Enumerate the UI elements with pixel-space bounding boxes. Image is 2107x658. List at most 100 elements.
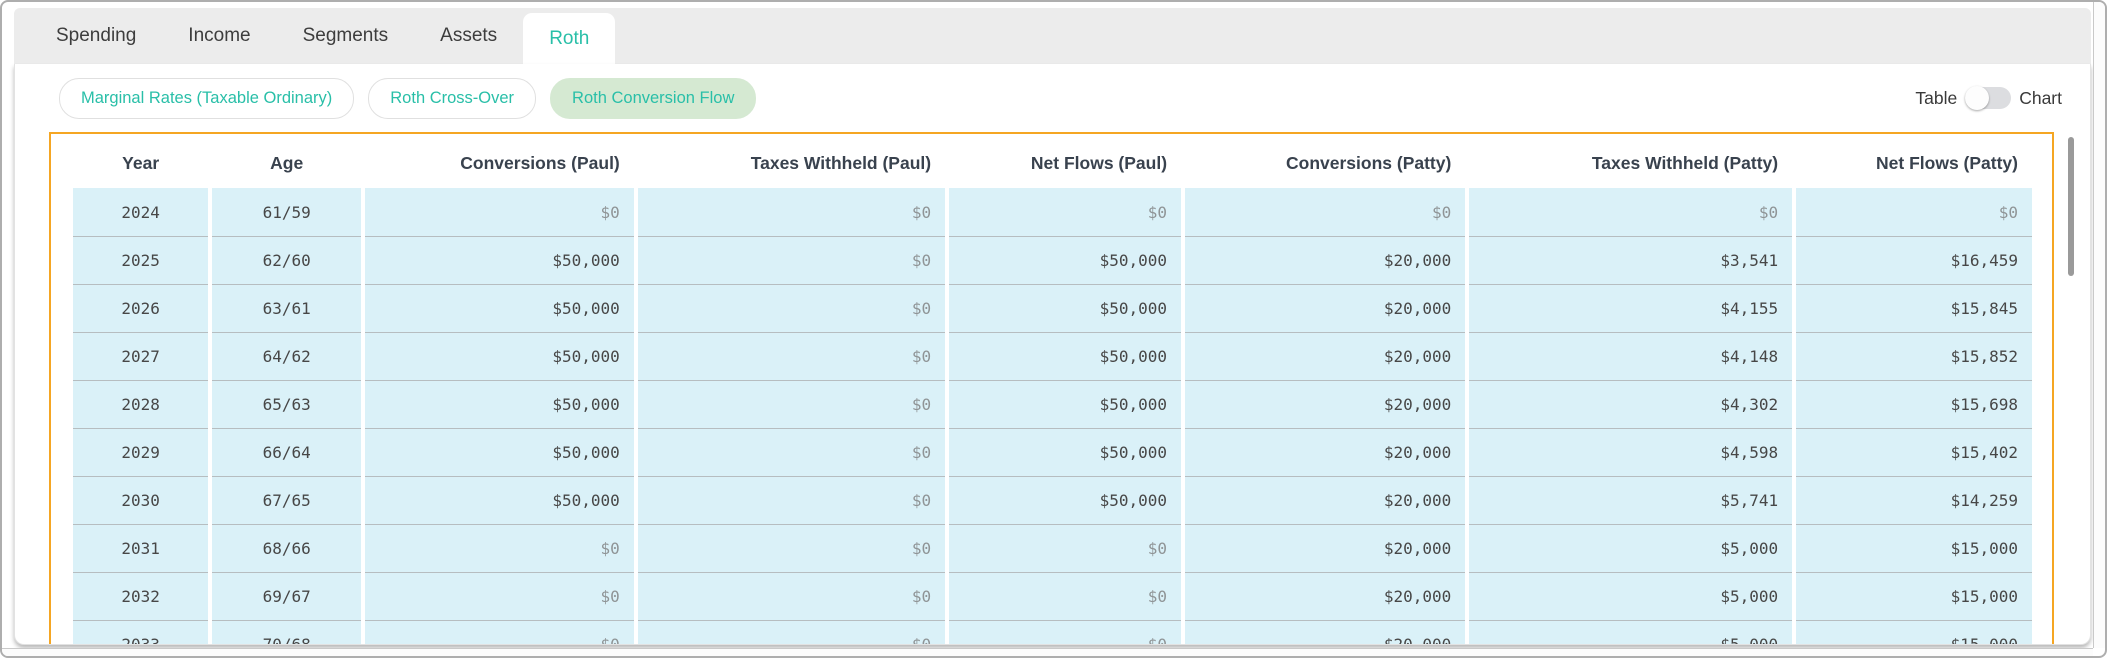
column-header: Taxes Withheld (Paul)	[637, 138, 946, 188]
table-cell: $0	[1796, 188, 2032, 236]
marginal-rates-button[interactable]: Marginal Rates (Taxable Ordinary)	[59, 77, 355, 119]
roth-conversion-table: Year Age Conversions (Paul) Taxes Withheld …	[69, 138, 2036, 644]
table-cell: 64/62	[212, 332, 362, 380]
table-cell: $50,000	[949, 476, 1182, 524]
table-cell: $0	[637, 428, 946, 476]
tab-spending[interactable]: Spending	[56, 25, 137, 46]
table-cell: $5,741	[1469, 476, 1793, 524]
table-cell: $3,541	[1469, 236, 1793, 284]
window-horizontal-scrollbar[interactable]	[2, 648, 2093, 656]
roth-crossover-button[interactable]: Roth Cross-Over	[368, 77, 537, 119]
table-cell: $20,000	[1185, 284, 1466, 332]
table-cell: $50,000	[949, 428, 1182, 476]
table-cell: $0	[637, 524, 946, 572]
table-cell: $50,000	[949, 236, 1182, 284]
tab-roth[interactable]: Roth	[523, 13, 616, 64]
table-cell: $0	[1185, 188, 1466, 236]
table-cell: $0	[637, 332, 946, 380]
view-selector-row: Marginal Rates (Taxable Ordinary) Roth C…	[15, 64, 2090, 119]
column-header: Conversions (Patty)	[1185, 138, 1466, 188]
table-cell: $0	[637, 572, 946, 620]
table-cell: $0	[637, 620, 946, 644]
table-cell: $15,845	[1796, 284, 2032, 332]
table-cell: $15,402	[1796, 428, 2032, 476]
table-cell: $20,000	[1185, 428, 1466, 476]
table-cell: 2031	[73, 524, 209, 572]
table-cell: $20,000	[1185, 572, 1466, 620]
table-cell: $0	[365, 620, 634, 644]
table-cell: 61/59	[212, 188, 362, 236]
table-chart-toggle[interactable]	[1965, 86, 2012, 110]
toggle-knob[interactable]	[1965, 86, 1990, 110]
roth-conversion-flow-button[interactable]: Roth Conversion Flow	[550, 77, 757, 119]
table-cell: 68/66	[212, 524, 362, 572]
table-cell: $20,000	[1185, 620, 1466, 644]
table-row: 2031 68/66 $0 $0 $0 $20,000 $5,000 $15,000	[73, 524, 2032, 572]
table-cell: $0	[365, 572, 634, 620]
table-cell: $20,000	[1185, 332, 1466, 380]
table-header-row: Year Age Conversions (Paul) Taxes Withheld …	[73, 138, 2032, 188]
table-cell: 69/67	[212, 572, 362, 620]
table-cell: $15,698	[1796, 380, 2032, 428]
table-cell: 67/65	[212, 476, 362, 524]
table-cell: $15,000	[1796, 572, 2032, 620]
table-cell: $20,000	[1185, 236, 1466, 284]
table-cell: 2025	[73, 236, 209, 284]
table-cell: $50,000	[949, 332, 1182, 380]
window-vertical-scrollbar[interactable]	[2093, 2, 2105, 648]
table-row: 2026 63/61 $50,000 $0 $50,000 $20,000 $4,155 $1…	[73, 284, 2032, 332]
table-cell: $0	[637, 188, 946, 236]
toggle-label-table: Table	[1915, 87, 1958, 108]
table-cell: $50,000	[365, 380, 634, 428]
table-cell: $0	[949, 572, 1182, 620]
table-cell: $0	[637, 380, 946, 428]
table-cell: $50,000	[949, 380, 1182, 428]
content-card: Marginal Rates (Taxable Ordinary) Roth C…	[14, 64, 2091, 645]
table-cell: $0	[949, 620, 1182, 644]
table-row: 2027 64/62 $50,000 $0 $50,000 $20,000 $4,148 $1…	[73, 332, 2032, 380]
table-cell: 62/60	[212, 236, 362, 284]
toggle-label-chart: Chart	[2019, 87, 2062, 108]
table-cell: $50,000	[365, 236, 634, 284]
table-cell: 2033	[73, 620, 209, 644]
table-row: 2025 62/60 $50,000 $0 $50,000 $20,000 $3,541 $1…	[73, 236, 2032, 284]
table-cell: 2028	[73, 380, 209, 428]
table-cell: 2024	[73, 188, 209, 236]
table-cell: $0	[637, 236, 946, 284]
column-header: Net Flows (Paul)	[949, 138, 1182, 188]
table-cell: $50,000	[365, 476, 634, 524]
tab-bar: Spending Income Segments Assets Roth	[14, 8, 2091, 64]
column-header: Year	[73, 138, 209, 188]
table-cell: 63/61	[212, 284, 362, 332]
table-cell: $50,000	[365, 332, 634, 380]
table-cell: $0	[949, 188, 1182, 236]
table-cell: $50,000	[365, 284, 634, 332]
tab-assets[interactable]: Assets	[440, 25, 498, 46]
table-cell: $5,000	[1469, 524, 1793, 572]
table-cell: $50,000	[949, 284, 1182, 332]
table-cell: $15,000	[1796, 620, 2032, 644]
table-row: 2029 66/64 $50,000 $0 $50,000 $20,000 $4,598 $1…	[73, 428, 2032, 476]
table-scrollbar-thumb[interactable]	[2068, 137, 2074, 276]
table-cell: $0	[637, 476, 946, 524]
table-cell: 2026	[73, 284, 209, 332]
table-chart-toggle-cluster: Table Chart	[1915, 86, 2062, 110]
table-cell: $15,000	[1796, 524, 2032, 572]
table-cell: $4,598	[1469, 428, 1793, 476]
tab-segments[interactable]: Segments	[302, 25, 389, 46]
table-cell: $0	[637, 284, 946, 332]
column-header: Taxes Withheld (Patty)	[1469, 138, 1793, 188]
table-cell: $20,000	[1185, 476, 1466, 524]
table-cell: $4,302	[1469, 380, 1793, 428]
table-cell: $4,148	[1469, 332, 1793, 380]
table-cell: $20,000	[1185, 380, 1466, 428]
table-cell: $50,000	[365, 428, 634, 476]
table-cell: 66/64	[212, 428, 362, 476]
table-cell: 2030	[73, 476, 209, 524]
table-cell: $5,000	[1469, 572, 1793, 620]
tab-income[interactable]: Income	[188, 25, 251, 46]
table-cell: $0	[949, 524, 1182, 572]
table-cell: $0	[365, 524, 634, 572]
column-header: Age	[212, 138, 362, 188]
